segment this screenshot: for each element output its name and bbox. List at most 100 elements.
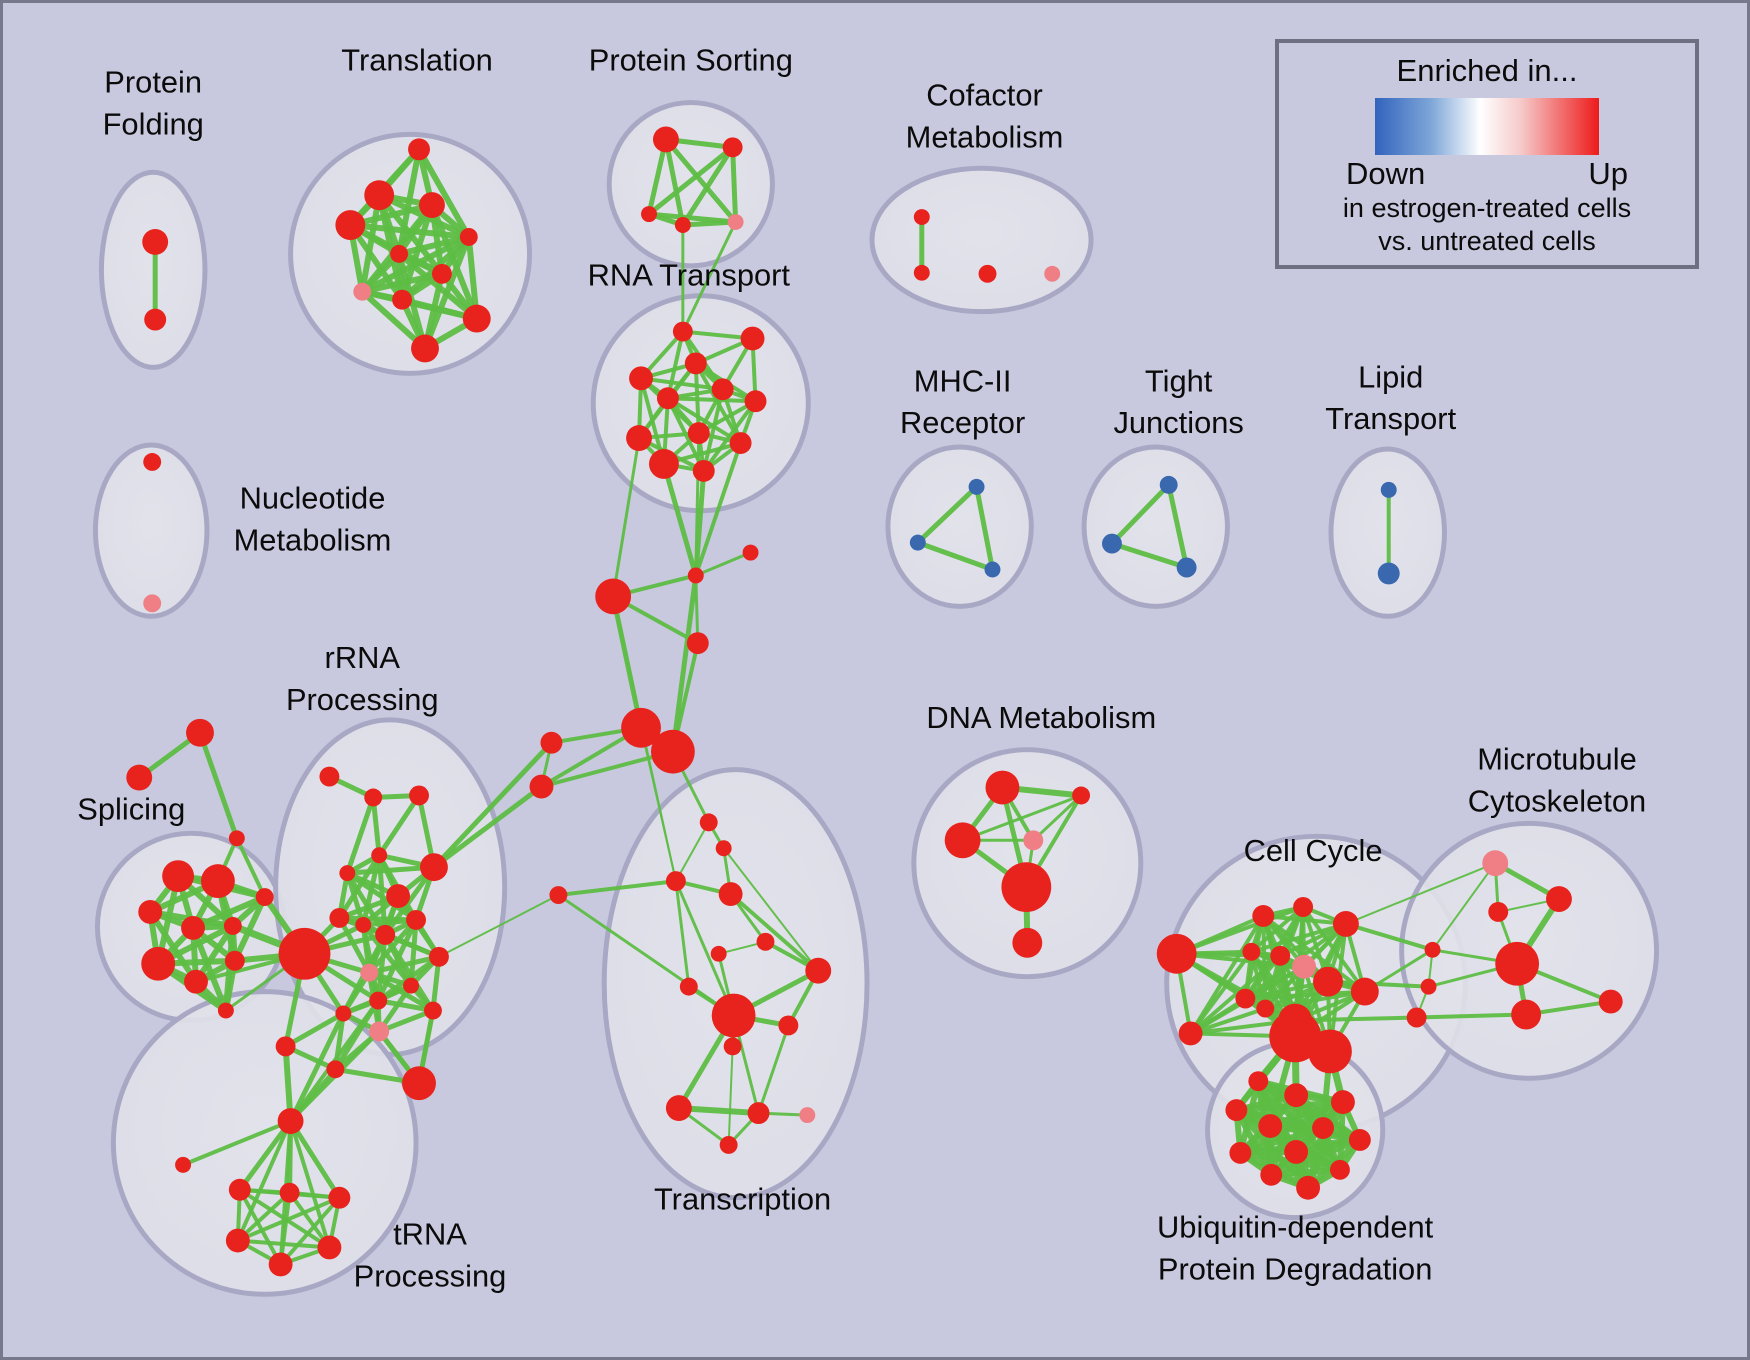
geneset-node[interactable]	[692, 459, 715, 482]
geneset-node[interactable]	[186, 718, 214, 747]
geneset-node[interactable]	[729, 432, 752, 455]
geneset-node[interactable]	[805, 957, 832, 984]
geneset-node[interactable]	[1329, 1159, 1350, 1180]
geneset-node[interactable]	[319, 766, 340, 787]
geneset-node[interactable]	[710, 945, 727, 962]
geneset-node[interactable]	[740, 326, 765, 351]
geneset-node[interactable]	[699, 813, 718, 832]
geneset-node[interactable]	[727, 214, 744, 230]
geneset-node[interactable]	[649, 449, 679, 479]
geneset-node[interactable]	[255, 888, 274, 906]
geneset-node[interactable]	[184, 969, 208, 994]
geneset-node[interactable]	[719, 1135, 738, 1154]
geneset-node[interactable]	[126, 764, 153, 791]
geneset-node[interactable]	[1296, 1175, 1321, 1200]
geneset-node[interactable]	[142, 228, 169, 255]
geneset-node[interactable]	[408, 138, 430, 161]
geneset-node[interactable]	[144, 308, 167, 331]
geneset-node[interactable]	[1488, 902, 1509, 922]
geneset-node[interactable]	[411, 334, 439, 363]
geneset-node[interactable]	[984, 561, 1001, 578]
geneset-node[interactable]	[364, 788, 383, 807]
geneset-node[interactable]	[1242, 942, 1261, 961]
geneset-node[interactable]	[1313, 966, 1343, 997]
geneset-node[interactable]	[944, 822, 981, 859]
geneset-node[interactable]	[711, 378, 734, 401]
geneset-node[interactable]	[756, 932, 775, 951]
geneset-node[interactable]	[339, 865, 356, 882]
geneset-node[interactable]	[329, 907, 350, 928]
geneset-node[interactable]	[162, 860, 195, 893]
geneset-node[interactable]	[1159, 475, 1178, 494]
geneset-node[interactable]	[1178, 1021, 1203, 1046]
geneset-node[interactable]	[723, 1037, 742, 1056]
geneset-node[interactable]	[1598, 989, 1623, 1014]
geneset-node[interactable]	[225, 1228, 250, 1253]
geneset-node[interactable]	[1023, 830, 1044, 851]
geneset-node[interactable]	[549, 886, 568, 905]
geneset-node[interactable]	[687, 567, 704, 584]
geneset-node[interactable]	[386, 884, 411, 908]
geneset-node[interactable]	[175, 1156, 192, 1173]
geneset-node[interactable]	[1072, 786, 1091, 805]
geneset-node[interactable]	[718, 882, 743, 906]
geneset-node[interactable]	[423, 1001, 442, 1020]
geneset-node[interactable]	[328, 1186, 351, 1209]
geneset-node[interactable]	[1270, 945, 1291, 966]
geneset-node[interactable]	[1248, 1071, 1269, 1092]
geneset-node[interactable]	[715, 840, 732, 857]
geneset-node[interactable]	[326, 1060, 345, 1079]
geneset-node[interactable]	[369, 991, 388, 1010]
geneset-node[interactable]	[360, 963, 379, 982]
geneset-node[interactable]	[459, 228, 478, 246]
geneset-node[interactable]	[687, 422, 710, 445]
geneset-node[interactable]	[1495, 941, 1540, 986]
geneset-node[interactable]	[1330, 1090, 1355, 1115]
geneset-node[interactable]	[1380, 481, 1397, 498]
geneset-node[interactable]	[1269, 1010, 1322, 1063]
geneset-node[interactable]	[277, 1108, 304, 1134]
geneset-node[interactable]	[419, 192, 445, 219]
geneset-node[interactable]	[371, 847, 388, 864]
geneset-node[interactable]	[626, 425, 652, 452]
geneset-node[interactable]	[652, 126, 679, 153]
geneset-node[interactable]	[913, 264, 930, 281]
geneset-node[interactable]	[1284, 1139, 1309, 1164]
geneset-node[interactable]	[674, 217, 691, 233]
geneset-node[interactable]	[224, 950, 245, 971]
geneset-node[interactable]	[968, 478, 985, 495]
geneset-node[interactable]	[1225, 1099, 1248, 1122]
geneset-node[interactable]	[656, 387, 679, 410]
geneset-node[interactable]	[409, 785, 429, 806]
geneset-node[interactable]	[228, 1178, 251, 1201]
geneset-node[interactable]	[275, 1036, 296, 1057]
geneset-node[interactable]	[1511, 999, 1542, 1030]
geneset-node[interactable]	[1260, 1163, 1283, 1186]
geneset-node[interactable]	[909, 534, 926, 551]
geneset-node[interactable]	[1348, 1129, 1371, 1151]
geneset-node[interactable]	[679, 977, 698, 996]
geneset-node[interactable]	[364, 180, 395, 211]
geneset-node[interactable]	[355, 916, 372, 933]
geneset-node[interactable]	[1229, 1141, 1252, 1164]
geneset-node[interactable]	[141, 946, 176, 981]
geneset-node[interactable]	[1284, 1083, 1309, 1108]
geneset-node[interactable]	[402, 1066, 436, 1101]
geneset-node[interactable]	[1312, 1117, 1334, 1139]
geneset-node[interactable]	[595, 578, 632, 615]
geneset-node[interactable]	[217, 1002, 234, 1019]
geneset-node[interactable]	[200, 864, 235, 899]
geneset-node[interactable]	[143, 453, 162, 471]
geneset-node[interactable]	[1350, 977, 1379, 1006]
geneset-node[interactable]	[279, 1182, 300, 1203]
geneset-node[interactable]	[1377, 562, 1400, 585]
geneset-node[interactable]	[1001, 862, 1052, 912]
geneset-node[interactable]	[1308, 1029, 1352, 1074]
geneset-node[interactable]	[143, 594, 162, 613]
geneset-node[interactable]	[1101, 533, 1122, 554]
geneset-node[interactable]	[403, 977, 420, 994]
geneset-node[interactable]	[431, 263, 452, 284]
geneset-node[interactable]	[629, 366, 653, 391]
geneset-node[interactable]	[1293, 897, 1314, 917]
geneset-node[interactable]	[181, 915, 205, 940]
